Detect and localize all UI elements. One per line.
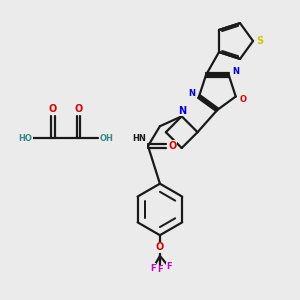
Text: O: O [49,104,57,114]
Text: O: O [74,104,83,114]
Text: O: O [239,95,246,104]
Text: O: O [169,141,177,151]
Text: F: F [150,263,156,272]
Text: F: F [166,262,172,271]
Text: N: N [178,106,186,116]
Text: HO: HO [18,134,32,142]
Text: S: S [256,36,263,46]
Text: N: N [189,89,196,98]
Text: O: O [156,242,164,252]
Text: HN: HN [132,134,146,142]
Text: OH: OH [100,134,113,142]
Text: F: F [157,266,163,274]
Text: N: N [232,68,239,76]
